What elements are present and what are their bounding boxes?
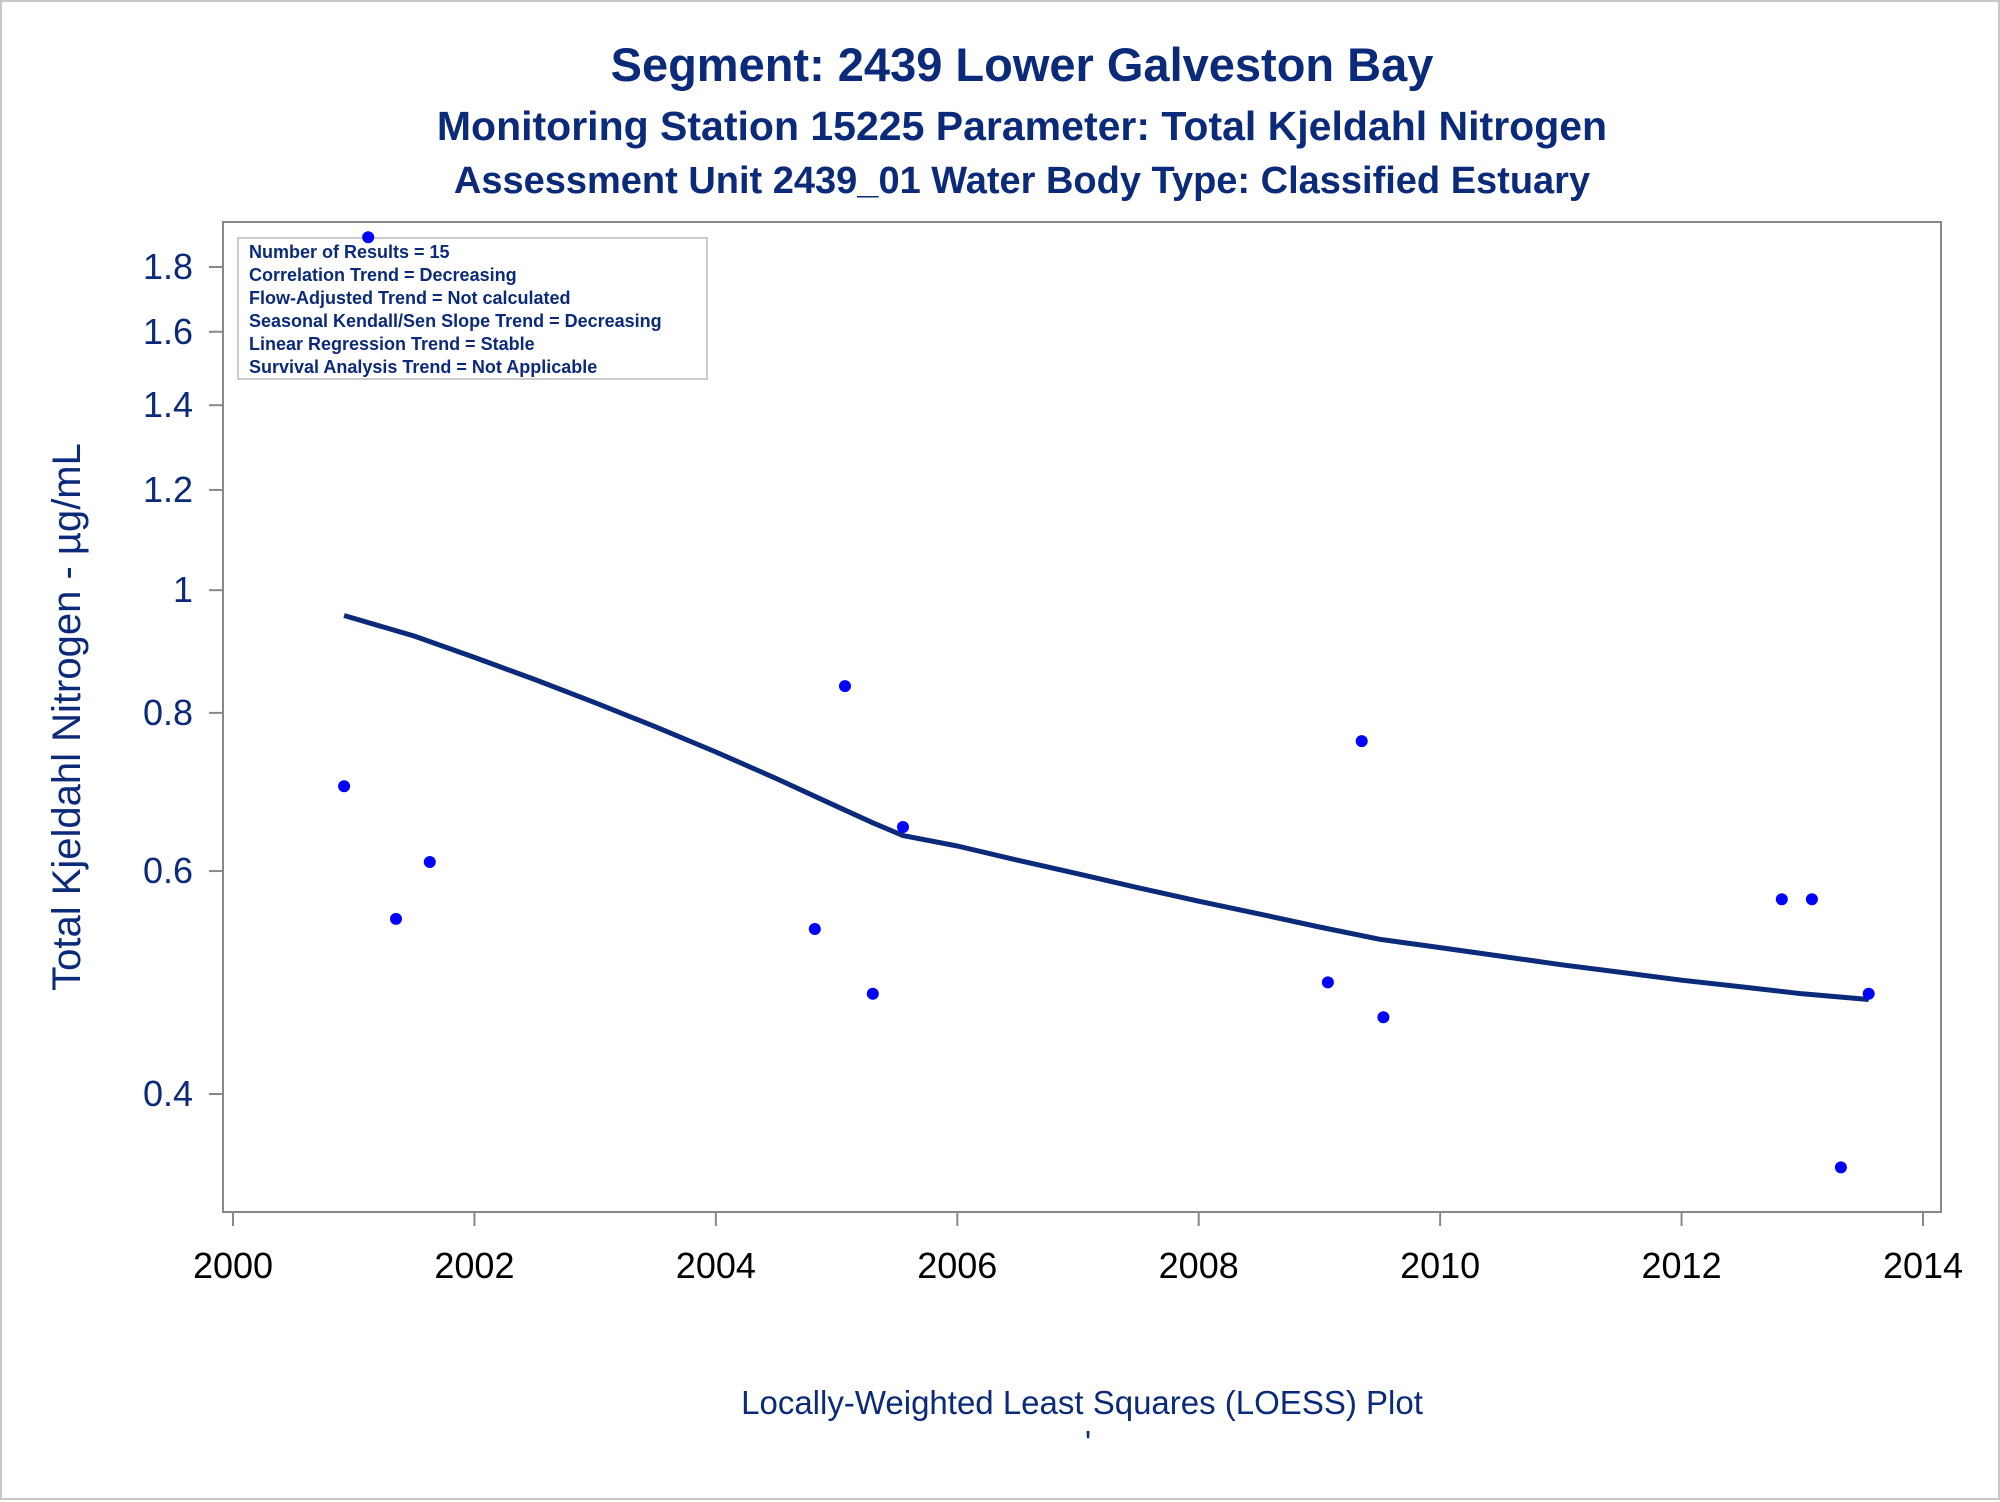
legend-border — [237, 237, 708, 380]
x-tick-label: 2014 — [1883, 1245, 1963, 1286]
x-tick-label: 2000 — [193, 1245, 273, 1286]
y-tick-label: 0.8 — [143, 692, 193, 733]
plot-area — [222, 221, 1942, 1213]
y-axis-label: Total Kjeldahl Nitrogen - µg/mL — [45, 443, 89, 991]
footnote-mark: ' — [1085, 1424, 1091, 1461]
data-point — [866, 987, 879, 1000]
x-tick-label: 2006 — [917, 1245, 997, 1286]
chart-subtitle-2: Assessment Unit 2439_01 Water Body Type:… — [454, 160, 1590, 202]
data-point — [1862, 987, 1875, 1000]
data-point — [390, 912, 402, 925]
data-point — [808, 923, 821, 935]
y-tick-label: 1.6 — [143, 311, 193, 352]
points-layer — [338, 680, 1875, 1174]
data-point — [1775, 893, 1788, 906]
y-axis: 0.4 0.6 0.8 1 1.2 1.4 1.6 1.8 — [143, 246, 223, 1114]
data-point — [423, 856, 436, 868]
y-tick-label: 0.6 — [143, 850, 193, 891]
data-point — [362, 231, 375, 244]
data-point — [1321, 976, 1334, 989]
legend-line-5: Linear Regression Trend = Stable — [249, 334, 535, 354]
data-point — [1355, 735, 1368, 748]
legend-line-3: Flow-Adjusted Trend = Not calculated — [249, 288, 571, 308]
data-point — [1834, 1161, 1847, 1174]
x-tick-label: 2008 — [1159, 1245, 1239, 1286]
x-axis: 2000 2002 2004 2006 2008 2010 2012 2014 — [193, 1212, 1963, 1286]
chart-title: Segment: 2439 Lower Galveston Bay — [611, 38, 1434, 91]
y-tick-label: 1.8 — [143, 246, 193, 287]
x-tick-label: 2010 — [1400, 1245, 1480, 1286]
legend-line-4: Seasonal Kendall/Sen Slope Trend = Decre… — [249, 311, 662, 331]
x-tick-label: 2012 — [1642, 1245, 1722, 1286]
y-tick-label: 1.4 — [143, 384, 193, 425]
data-point — [897, 821, 909, 833]
legend-line-6: Survival Analysis Trend = Not Applicable — [249, 357, 597, 377]
loess-line-layer — [343, 613, 1869, 1002]
chart-subtitle: Monitoring Station 15225 Parameter: Tota… — [437, 103, 1607, 149]
y-tick-label: 1.2 — [143, 469, 193, 510]
footnote: Locally-Weighted Least Squares (LOESS) P… — [741, 1384, 1423, 1421]
legend-line-1: Number of Results = 15 — [249, 242, 450, 262]
data-point — [338, 780, 351, 793]
top-points-layer — [362, 231, 375, 244]
loess-line — [343, 613, 1869, 1002]
data-point — [1805, 893, 1818, 906]
y-tick-label: 1 — [173, 569, 193, 610]
x-tick-label: 2002 — [434, 1245, 514, 1286]
x-tick-label: 2004 — [676, 1245, 756, 1286]
data-point — [839, 680, 851, 693]
data-point — [1377, 1011, 1390, 1024]
y-tick-label: 0.4 — [143, 1073, 193, 1114]
legend-line-2: Correlation Trend = Decreasing — [249, 265, 517, 285]
legend-box: Number of Results = 15 Correlation Trend… — [237, 237, 708, 380]
